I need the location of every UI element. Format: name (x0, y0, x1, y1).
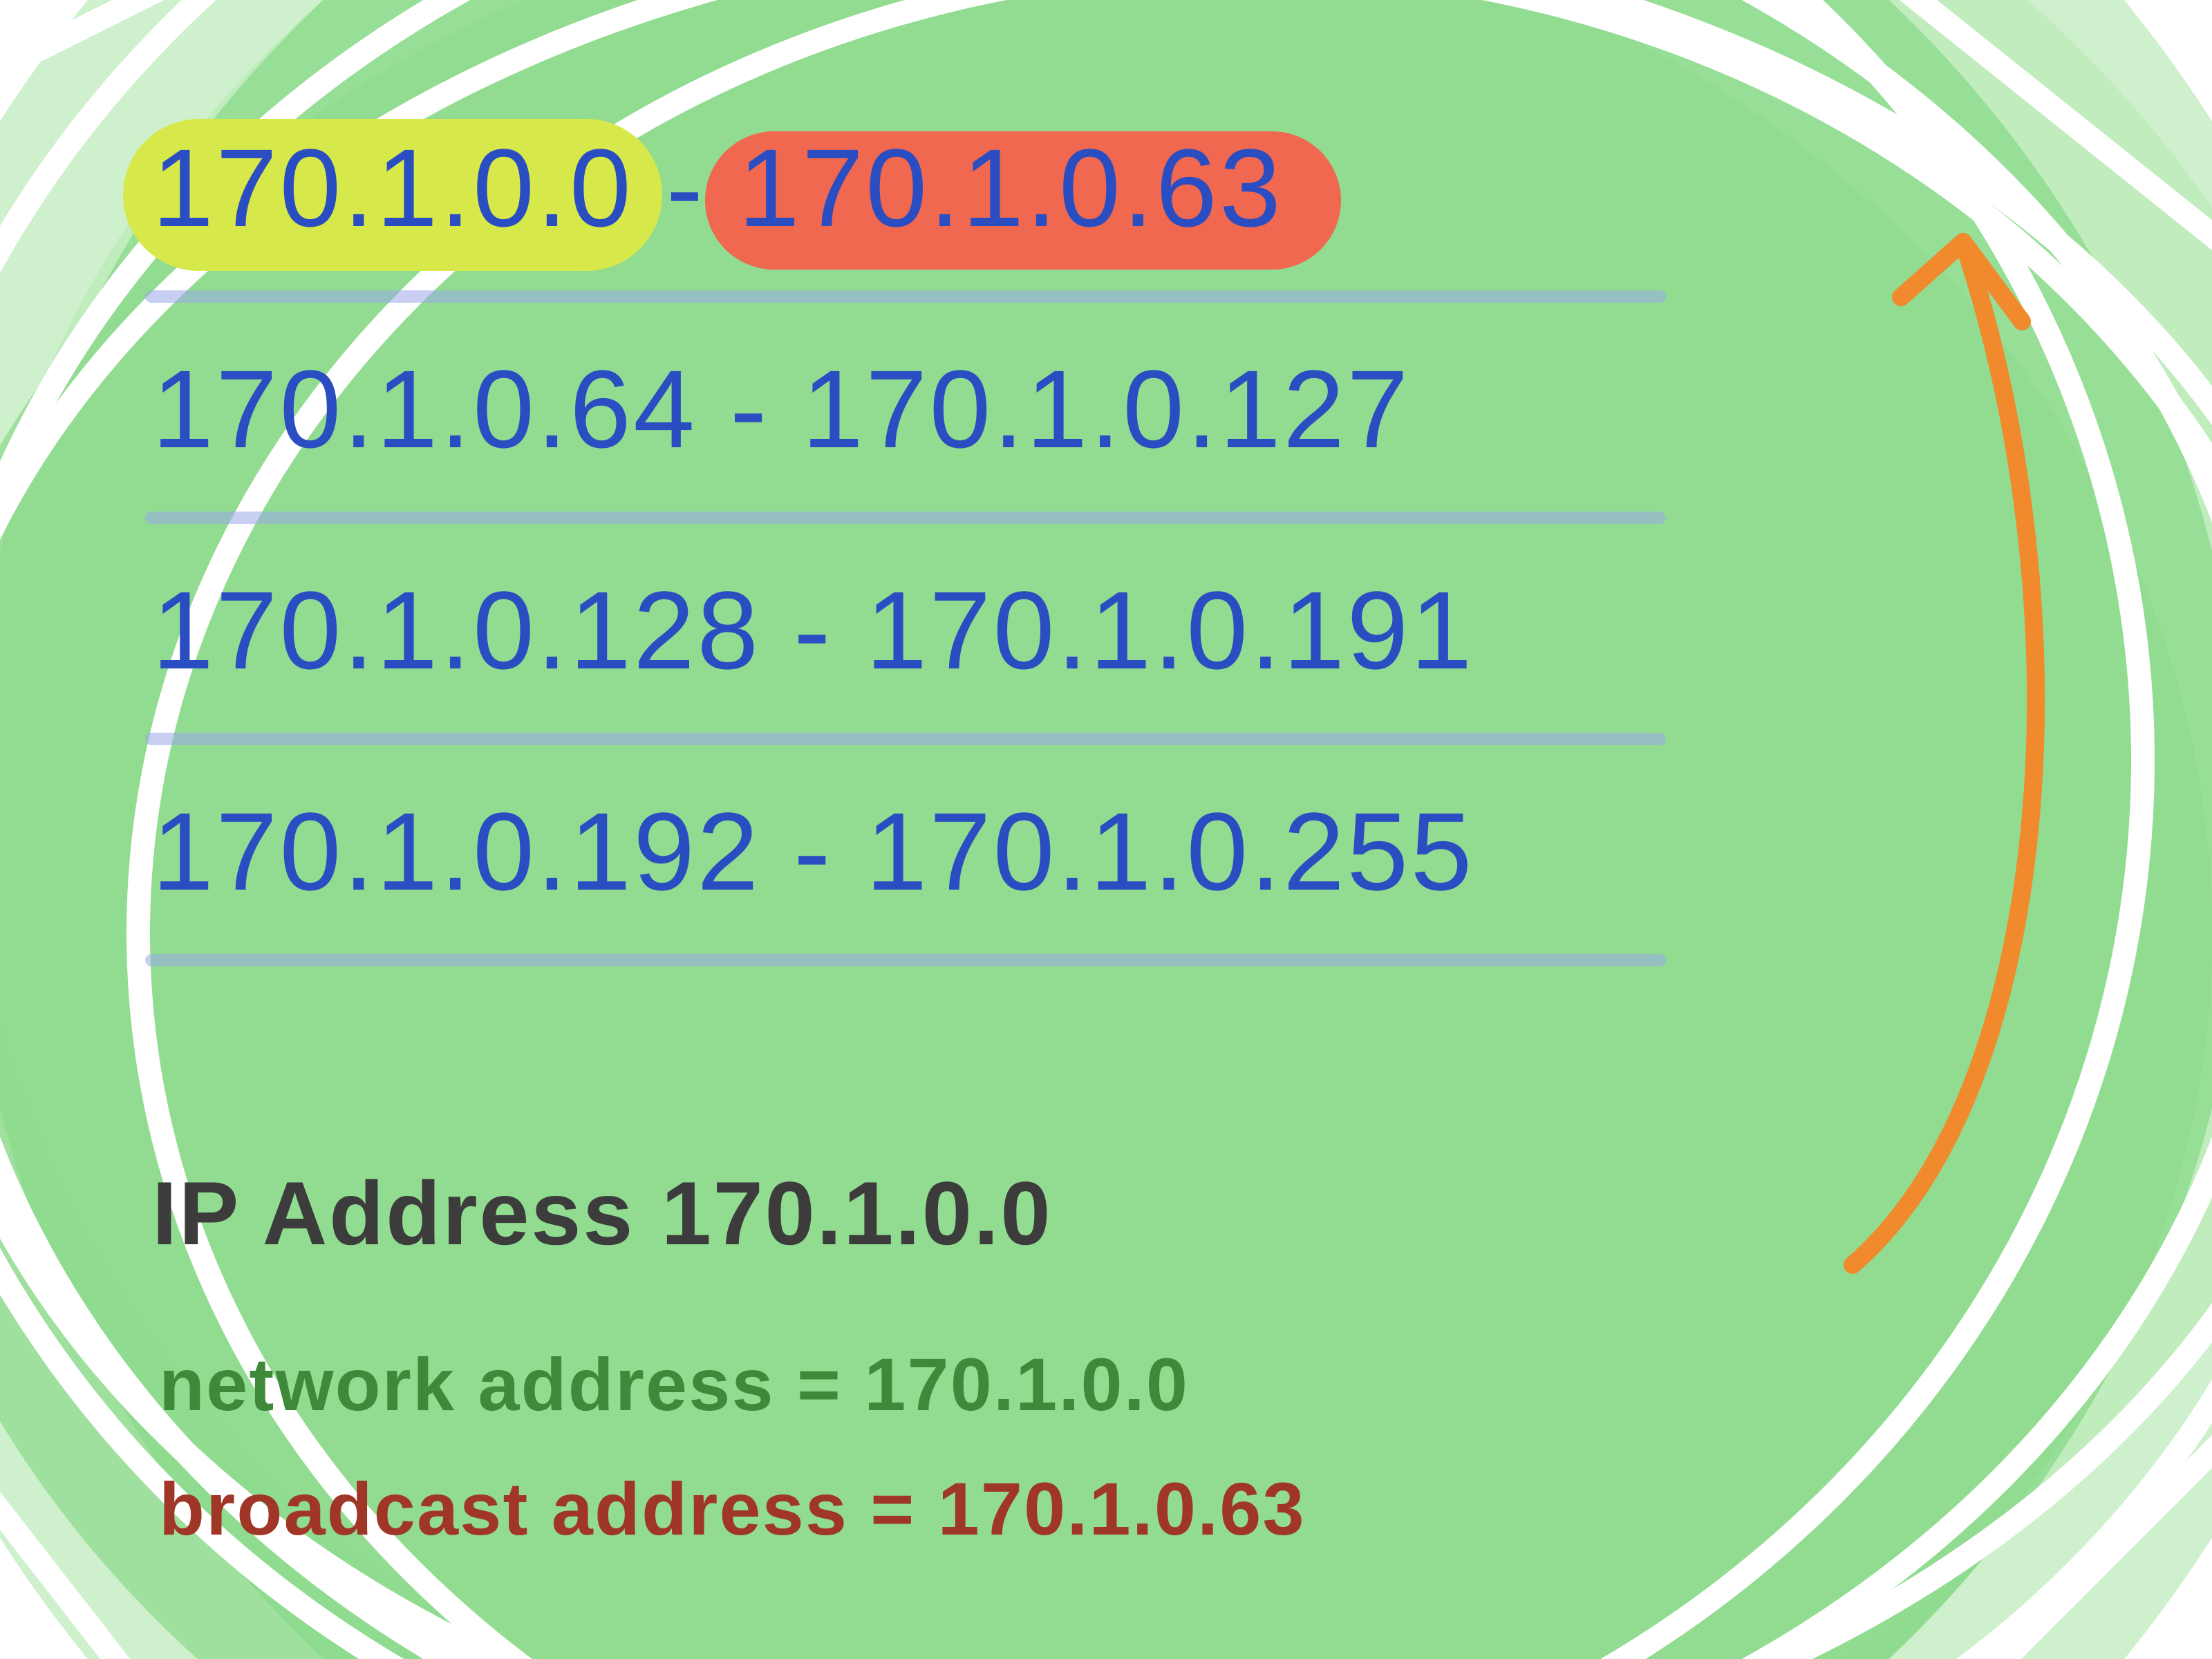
arrow-icon (1624, 90, 2108, 1279)
range-end-0: 170.1.0.63 (738, 126, 1283, 250)
network-address-label: network address = 170.1.0.0 (159, 1341, 1189, 1427)
underline-1 (145, 512, 1666, 524)
broadcast-address-label: broadcast address = 170.1.0.63 (159, 1465, 1306, 1552)
ip-address-title: IP Address 170.1.0.0 (152, 1161, 1052, 1265)
range-row-2: 170.1.0.128 - 170.1.0.191 (152, 567, 1474, 694)
underline-3 (145, 954, 1666, 966)
range-row-1: 170.1.0.64 - 170.1.0.127 (152, 346, 1410, 473)
range-row-0: 170.1.0.0 - 170.1.0.63 (152, 124, 1283, 252)
range-row-3: 170.1.0.192 - 170.1.0.255 (152, 788, 1474, 915)
range-dash-0: - (666, 126, 738, 250)
underline-2 (145, 733, 1666, 745)
underline-0 (145, 290, 1666, 303)
range-start-0: 170.1.0.0 (152, 126, 633, 250)
